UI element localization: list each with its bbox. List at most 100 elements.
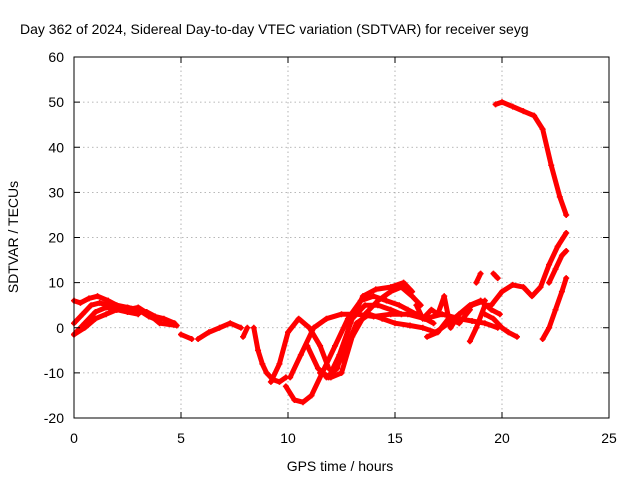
data-point [456,320,463,327]
data-point [160,315,167,322]
data-point [240,333,247,340]
data-point [488,302,495,309]
data-point [473,279,480,286]
data-point [124,306,131,313]
y-tick-label: 30 [48,184,64,200]
data-point [362,302,369,309]
data-point [173,322,180,329]
data-point [92,308,99,315]
data-point [563,248,570,255]
data-point [481,311,488,318]
data-point [113,306,120,313]
data-point [456,311,463,318]
data-point [387,306,394,313]
data-point [513,333,520,340]
data-point [531,112,538,119]
x-tick-label: 15 [387,430,403,446]
data-point [434,311,441,318]
series-arc-m [317,284,424,380]
data-point [447,324,454,331]
data-point [552,306,559,313]
chart-title: Day 362 of 2024, Sidereal Day-to-day VTE… [20,21,529,37]
data-point [323,315,330,322]
y-tick-label: -10 [44,365,64,381]
data-point [392,320,398,327]
data-point [546,261,553,268]
data-point [396,302,403,309]
x-tick-label: 20 [494,430,510,446]
data-point [499,324,505,331]
y-tick-label: 0 [56,320,64,336]
data-point [546,279,553,286]
data-point [477,270,484,277]
y-tick-label: 60 [48,49,64,65]
data-point [372,286,379,293]
data-point [94,293,101,300]
data-point [359,293,366,300]
grid [74,57,609,418]
data-point [103,311,110,318]
data-point [490,270,497,277]
data-point [308,392,315,399]
y-tick-label: -20 [44,410,64,426]
data-point [466,338,473,345]
data-point [466,306,473,313]
data-point [558,252,565,259]
data-point [297,351,304,358]
data-point [537,284,544,291]
data-point [178,331,184,338]
series-arc-v [493,99,569,218]
data-point [317,369,324,376]
data-point [546,324,553,331]
y-tick-label: 50 [48,94,64,110]
data-point [135,304,142,311]
data-point [481,302,488,309]
data-point [398,311,405,318]
data-point [492,101,499,108]
data-point [556,193,563,200]
data-point [81,324,88,331]
data-point [481,320,488,327]
data-point [509,281,516,288]
data-point [424,333,431,340]
y-tick-label: 40 [48,139,64,155]
data-point [188,336,195,343]
data-point [263,369,270,376]
data-point [370,293,377,300]
series-layer [71,99,570,406]
data-point [404,311,411,318]
data-point [445,315,452,322]
data-point [340,351,347,358]
data-point [469,317,476,324]
data-point [496,311,503,318]
data-point [473,324,480,331]
data-point [195,336,202,343]
data-point [552,266,559,273]
data-point [96,299,103,306]
data-point [276,378,283,385]
data-point [366,311,373,318]
data-point [347,320,354,327]
data-point [332,342,339,349]
data-point [79,311,86,318]
data-point [477,297,484,304]
axis-ticks: -20 -10 0 10 20 30 40 50 60 0 5 10 15 20 25 [44,49,617,446]
data-point [554,243,561,250]
data-point [419,324,426,331]
data-point [338,311,345,318]
data-point [539,336,546,343]
data-point [310,324,317,331]
data-point [205,329,212,336]
data-point [539,126,546,133]
data-point [267,378,274,385]
data-point [88,302,95,309]
data-point [520,108,527,115]
data-point [314,365,321,372]
data-point [490,315,497,322]
data-point [505,329,512,336]
data-point [156,320,163,327]
data-point [282,383,289,390]
data-point [285,329,291,336]
data-point [287,374,294,381]
data-point [338,369,345,376]
